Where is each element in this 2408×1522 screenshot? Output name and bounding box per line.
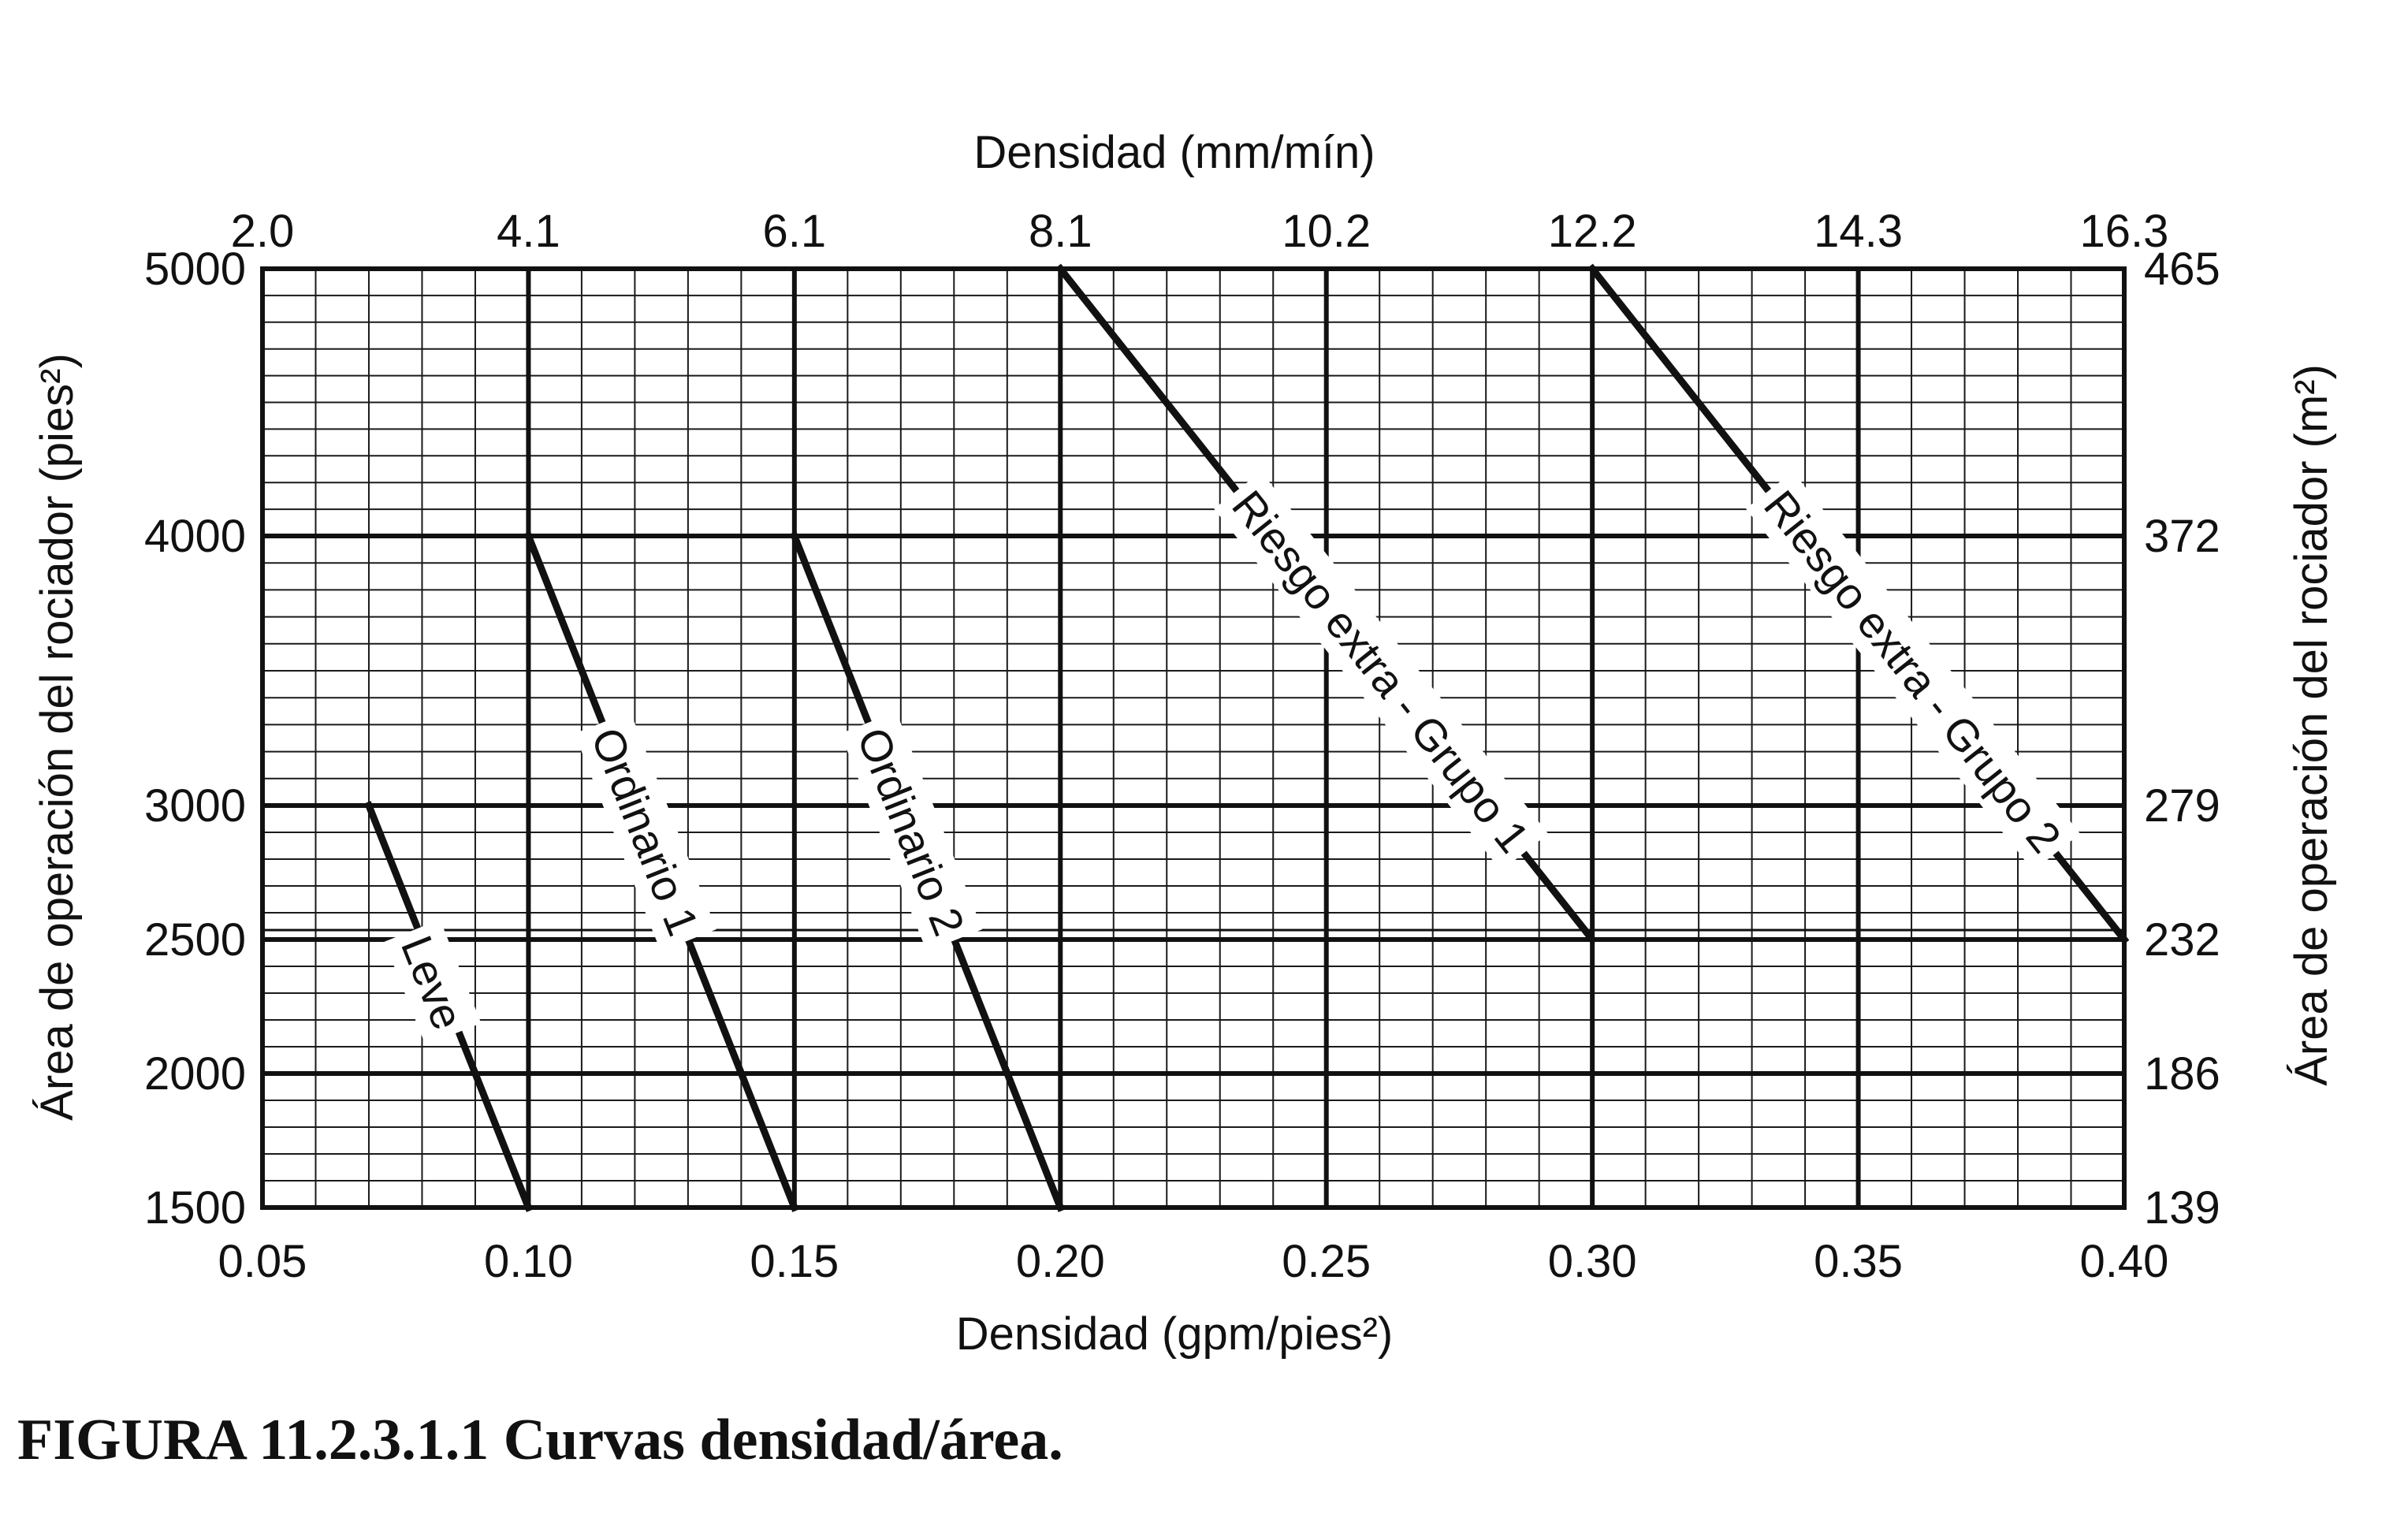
plot-frame [260,266,2127,1210]
series-label-group-3: Ordinario 2 [840,711,983,951]
y-tick-left: 1500 [144,1182,246,1234]
x-axis-title-bottom: Densidad (gpm/pies²) [956,1308,1393,1360]
series-label-bg-4 [1214,471,1549,871]
x-tick-bottom: 0.40 [2080,1236,2169,1287]
series-label-group-2: Ordinario 1 [574,711,716,951]
y-tick-right: 372 [2144,511,2220,562]
y-tick-left: 3000 [144,780,246,832]
y-tick-right: 232 [2144,914,2220,966]
y-tick-left: 4000 [144,511,246,562]
x-tick-bottom: 0.35 [1814,1236,1903,1287]
y-tick-right: 465 [2144,244,2220,295]
figure-caption: FIGURA 11.2.3.1.1 Curvas densidad/área. [17,1408,1063,1472]
x-tick-bottom: 0.10 [484,1236,573,1287]
y-tick-left: 5000 [144,244,246,295]
series-label-bg-5 [1746,471,2081,871]
y-axis-title-left: Área de operación del rociador (pies²) [32,353,83,1121]
y-axis-title-right: Área de operación del rociador (m²) [2286,364,2337,1086]
x-axis-title-top: Densidad (mm/mín) [973,127,1375,178]
x-tick-top: 4.1 [497,206,560,257]
series-label-bg-1 [384,919,482,1046]
y-tick-left: 2500 [144,914,246,966]
x-tick-bottom: 0.25 [1282,1236,1371,1287]
x-tick-bottom: 0.05 [218,1236,307,1287]
series-label-bg-2 [574,711,716,951]
x-tick-bottom: 0.20 [1016,1236,1105,1287]
grid [260,266,2127,1210]
y-tick-right: 279 [2144,780,2220,832]
y-tick-left: 2000 [144,1048,246,1100]
x-tick-top: 8.1 [1029,206,1092,257]
x-tick-top: 2.0 [231,206,295,257]
x-tick-bottom: 0.30 [1548,1236,1637,1287]
x-tick-bottom: 0.15 [750,1236,839,1287]
x-tick-top: 16.3 [2080,206,2169,257]
y-tick-right: 139 [2144,1182,2220,1234]
x-tick-top: 6.1 [763,206,827,257]
tick-labels: 0.05 0.10 0.15 0.20 0.25 0.30 0.35 0.40 2.0 4.1 6.… [144,206,2220,1287]
x-tick-top: 14.3 [1814,206,1903,257]
x-tick-top: 10.2 [1282,206,1371,257]
series-label-bg-3 [840,711,983,951]
x-tick-top: 12.2 [1548,206,1637,257]
y-tick-right: 186 [2144,1048,2220,1100]
